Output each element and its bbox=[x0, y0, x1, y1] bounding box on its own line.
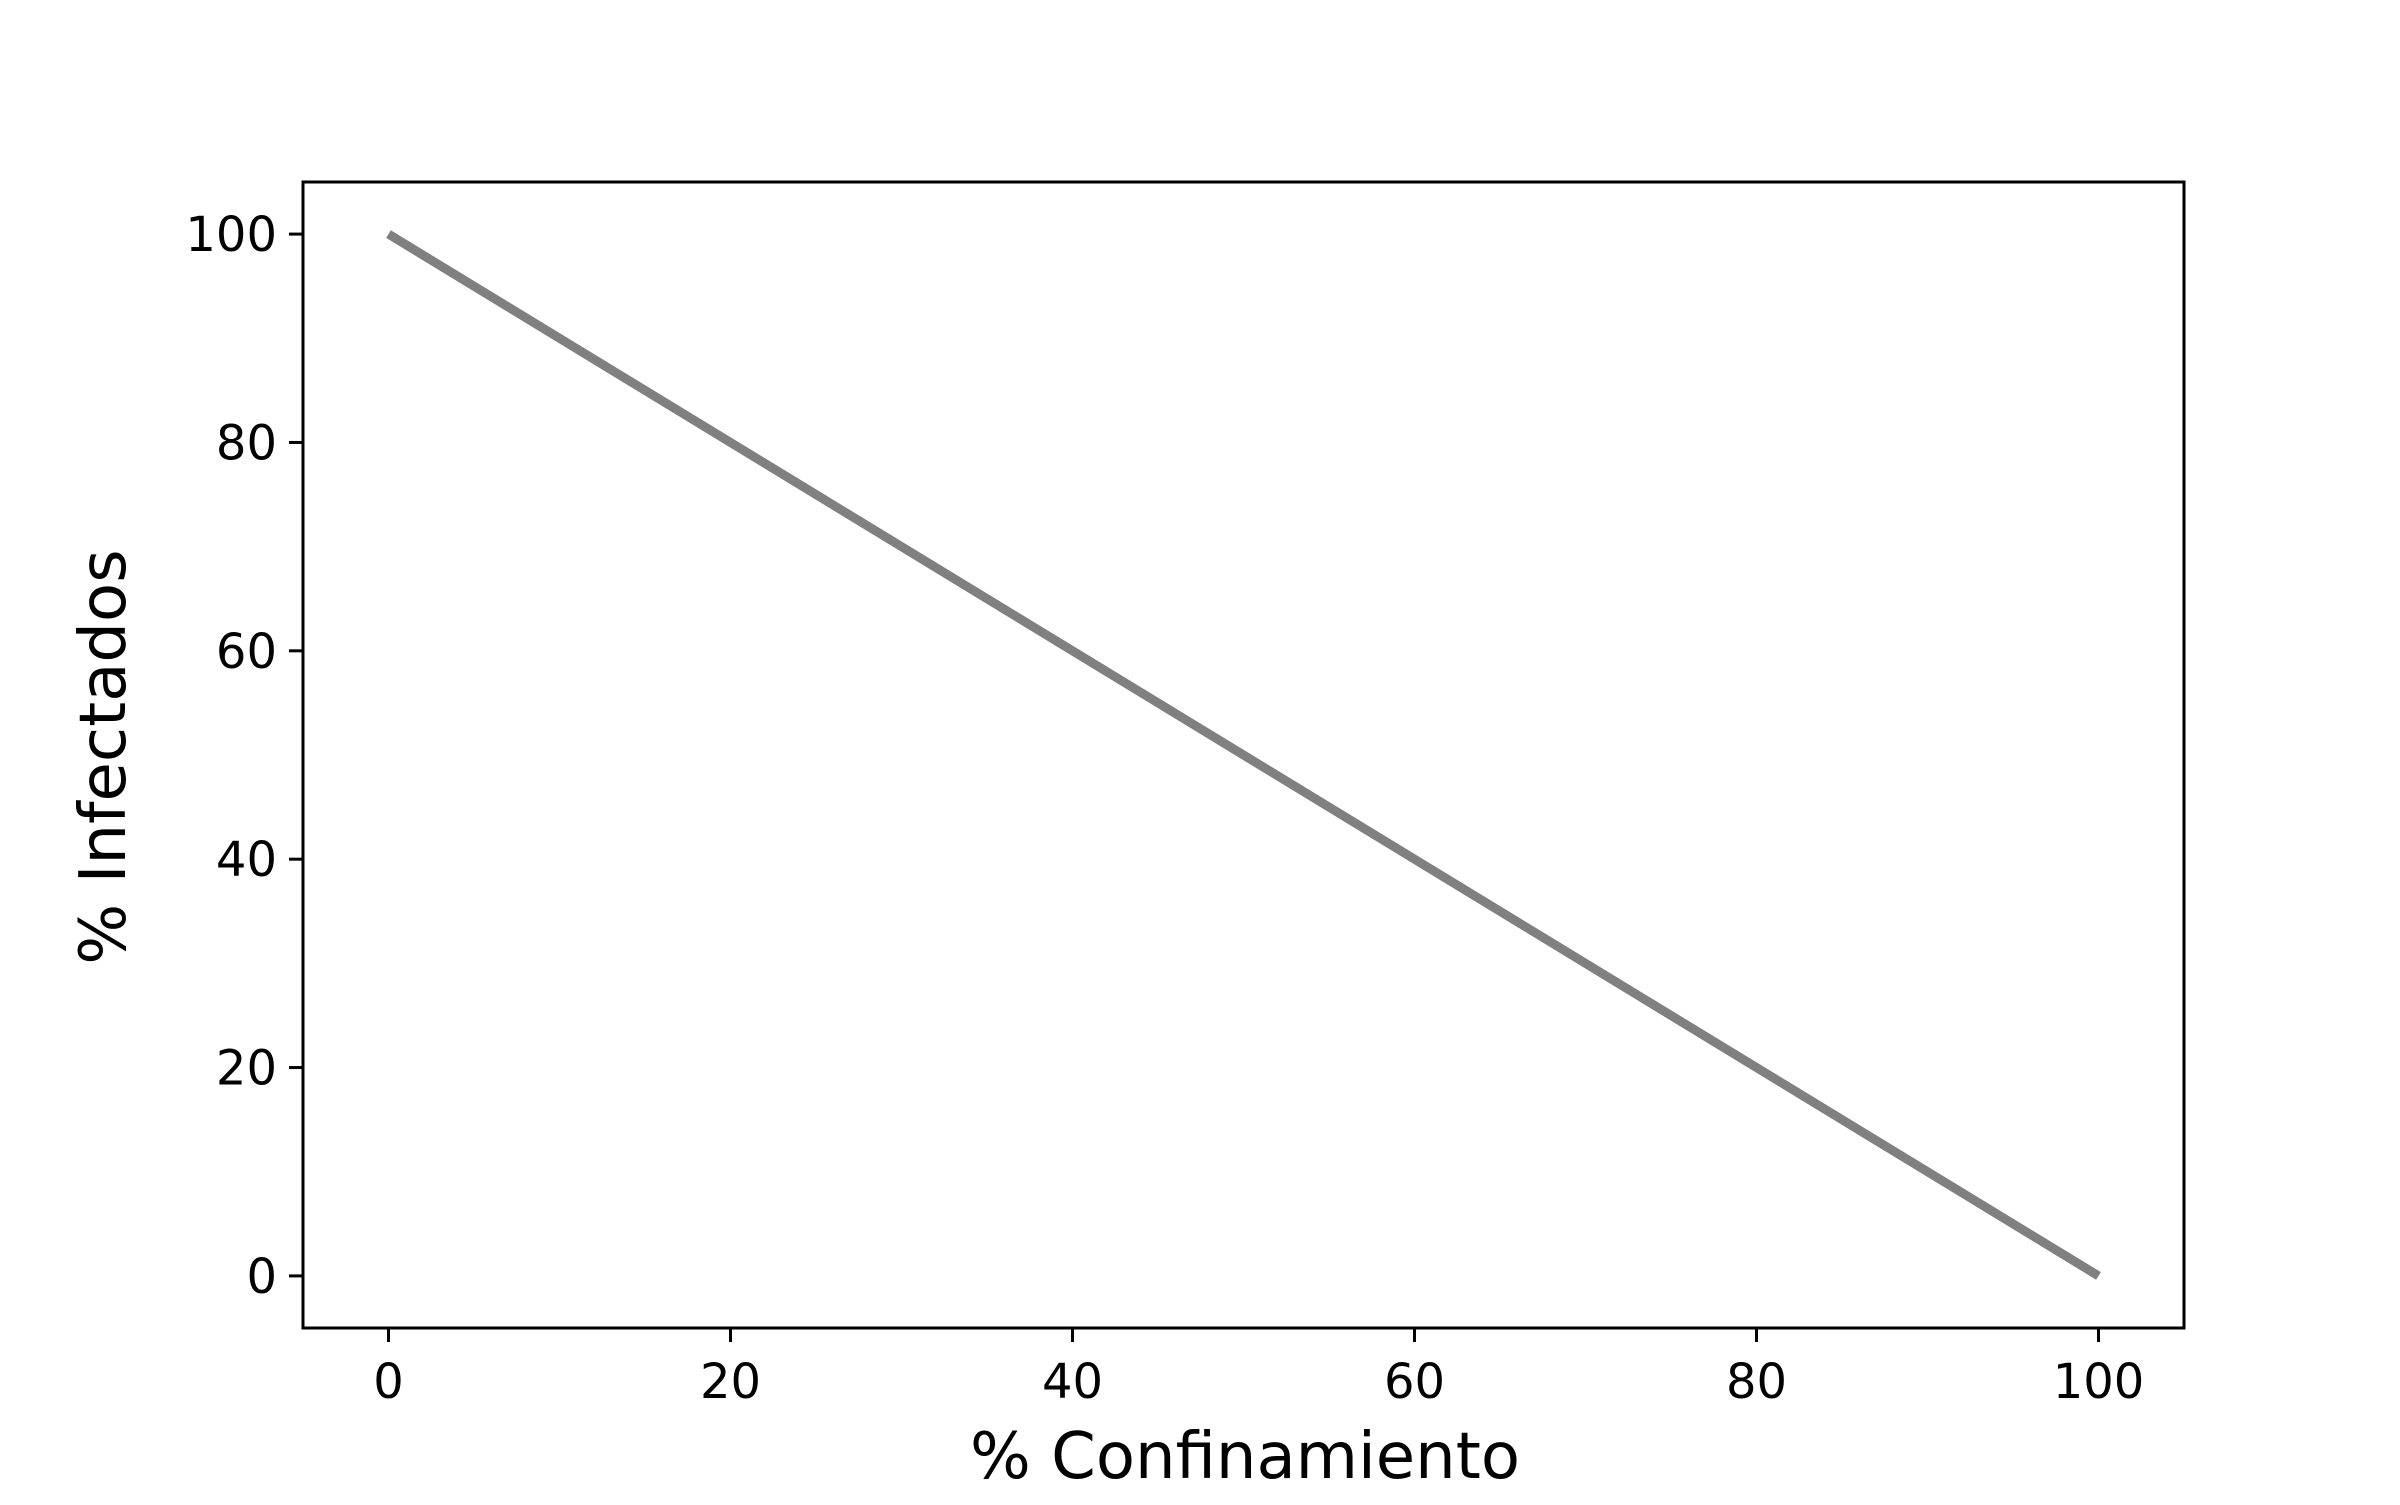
series-layer bbox=[386, 230, 2101, 1280]
x-tick-label: 20 bbox=[700, 1354, 761, 1410]
y-tick-label: 40 bbox=[216, 832, 277, 888]
y-axis-ticks: 0 20 40 60 80 100 bbox=[185, 207, 303, 1305]
y-axis-label: % Infectados bbox=[67, 549, 141, 964]
y-tick-label: 60 bbox=[216, 624, 277, 680]
x-tick-label: 100 bbox=[2053, 1354, 2145, 1410]
x-axis-ticks: 0 20 40 60 80 100 bbox=[373, 1328, 2144, 1410]
plot-frame bbox=[301, 180, 2186, 1330]
y-tick-label: 20 bbox=[216, 1041, 277, 1097]
x-tick-label: 40 bbox=[1042, 1354, 1103, 1410]
x-tick-label: 80 bbox=[1726, 1354, 1787, 1410]
x-tick-label: 0 bbox=[373, 1354, 404, 1410]
x-tick-label: 60 bbox=[1384, 1354, 1445, 1410]
series-line-0 bbox=[386, 230, 2101, 1280]
y-tick-label: 80 bbox=[216, 415, 277, 471]
x-axis-label: % Confinamiento bbox=[970, 1420, 1520, 1494]
y-tick-label: 0 bbox=[246, 1249, 277, 1305]
y-tick-label: 100 bbox=[185, 207, 277, 263]
